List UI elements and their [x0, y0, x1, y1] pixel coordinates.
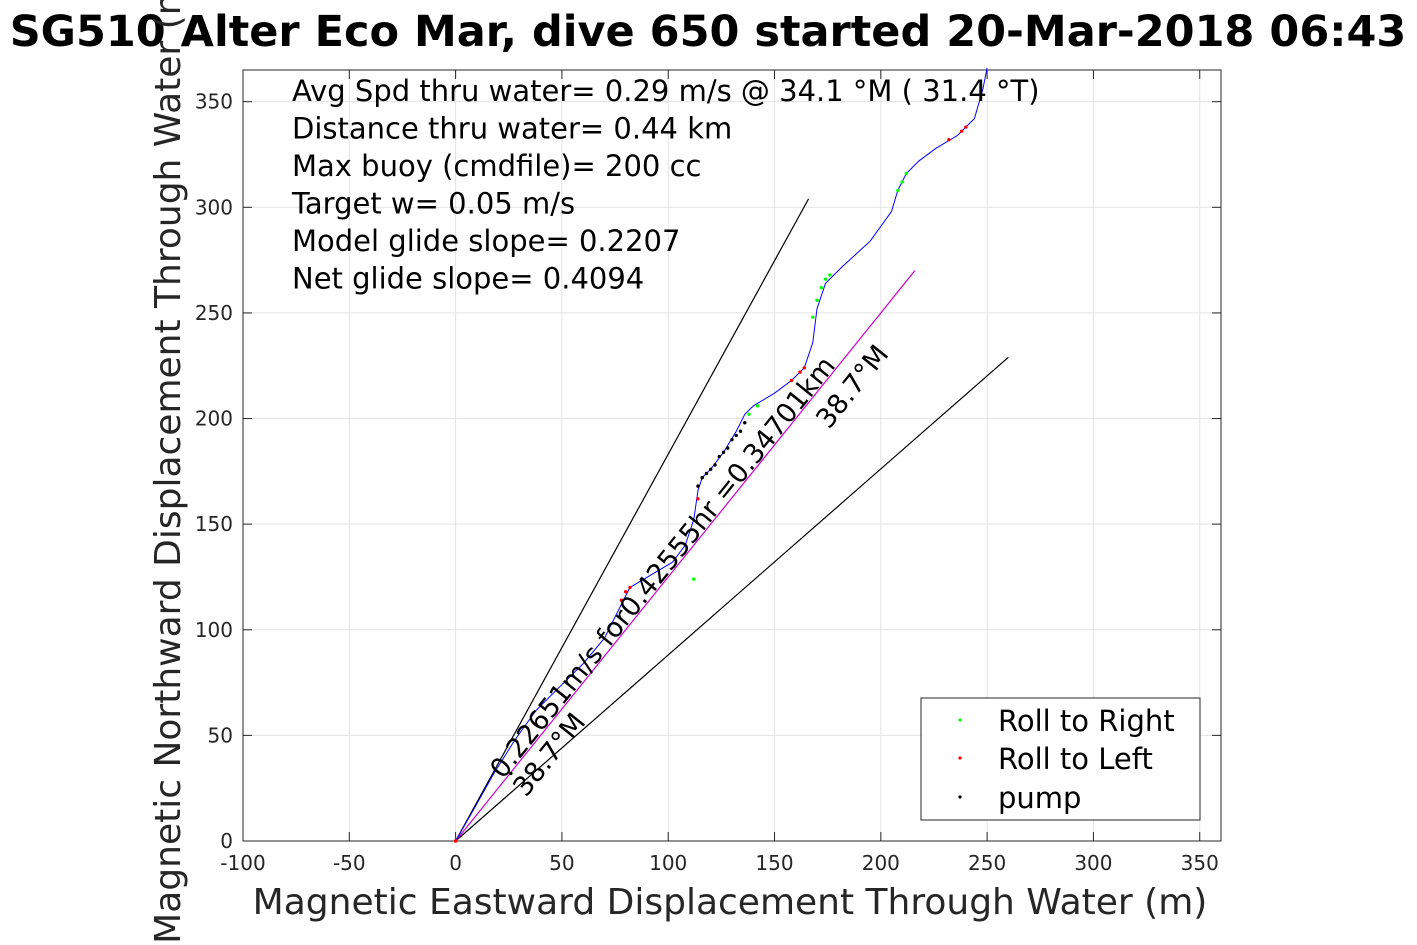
y-tick-label: 0 — [220, 829, 233, 853]
dive-info-line: Distance thru water= 0.44 km — [292, 112, 732, 146]
y-tick-label: 300 — [195, 195, 233, 219]
dive-info-line: Max buoy (cmdfile)= 200 cc — [292, 149, 701, 183]
roll-left-marker — [959, 129, 964, 133]
dive-info-line: Target w= 0.05 m/s — [291, 187, 575, 221]
y-tick-label: 100 — [195, 618, 233, 642]
y-tick-label: 350 — [195, 90, 233, 114]
pump-marker — [726, 446, 730, 450]
roll-right-marker — [900, 180, 904, 184]
pump-marker — [734, 433, 738, 438]
pump-marker — [700, 475, 704, 480]
x-tick-label: 300 — [1074, 851, 1112, 875]
x-tick-label: -50 — [333, 851, 366, 875]
x-tick-label: 350 — [1181, 851, 1219, 875]
roll-right-marker — [811, 315, 815, 319]
roll-left-marker — [453, 839, 458, 843]
roll-left-marker — [619, 598, 624, 602]
roll-left-marker — [798, 370, 802, 374]
roll-left-marker — [623, 590, 628, 594]
roll-right-marker — [904, 171, 909, 176]
roll-right-marker — [747, 412, 751, 417]
pump-marker — [696, 484, 700, 488]
y-tick-label: 200 — [195, 407, 233, 431]
legend-box — [920, 697, 1201, 821]
x-tick-label: 0 — [449, 851, 462, 875]
x-axis-label: Magnetic Eastward Displacement Through W… — [253, 882, 1208, 923]
legend-marker-pump — [958, 795, 962, 799]
roll-right-marker — [755, 404, 760, 408]
dive-info-line: Avg Spd thru water= 0.29 m/s @ 34.1 °M (… — [292, 74, 1040, 108]
legend-marker-roll-left — [958, 756, 962, 760]
left-bound-line — [455, 198, 810, 842]
pump-marker — [509, 771, 513, 776]
dive-info-line: Net glide slope= 0.4094 — [292, 262, 644, 296]
pump-marker — [709, 467, 713, 471]
roll-left-marker — [964, 125, 968, 129]
pump-marker — [721, 450, 726, 455]
x-tick-label: 150 — [755, 851, 793, 875]
roll-right-marker — [819, 285, 823, 290]
y-tick-label: 150 — [195, 512, 233, 536]
roll-left-marker — [947, 138, 951, 142]
roll-right-marker — [692, 577, 696, 581]
roll-left-marker — [802, 366, 806, 370]
x-tick-label: 200 — [862, 851, 900, 875]
x-tick-label: 250 — [968, 851, 1006, 875]
roll-right-marker — [896, 188, 900, 193]
glider-track-line — [455, 67, 988, 842]
roll-right-marker — [815, 298, 819, 302]
chart-title: SG510 Alter Eco Mar, dive 650 started 20… — [10, 7, 1407, 57]
right-bound-line — [455, 356, 1009, 842]
roll-left-marker — [696, 497, 700, 501]
legend-label-pump: pump — [998, 781, 1081, 815]
legend-label-roll-left: Roll to Left — [998, 742, 1153, 776]
x-tick-label: 100 — [649, 851, 687, 875]
pump-marker — [713, 463, 717, 467]
legend: Roll to Right Roll to Left pump — [920, 697, 1201, 821]
dive-info-line: Model glide slope= 0.2207 — [292, 224, 680, 258]
roll-right-marker — [823, 277, 828, 281]
y-tick-label: 50 — [208, 723, 233, 747]
x-tick-label: -100 — [220, 851, 265, 875]
pump-marker — [738, 429, 743, 433]
axis-ticks: -100 -50 0 50 100 150 200 250 300 350 0 50 100 150 200… — [195, 70, 1221, 875]
roll-right-marker — [828, 273, 832, 277]
pump-marker — [743, 421, 747, 425]
legend-label-roll-right: Roll to Right — [998, 704, 1175, 738]
reference-lines — [455, 198, 1009, 842]
legend-marker-roll-right — [958, 718, 962, 722]
roll-left-marker — [628, 585, 632, 590]
y-axis-label: Magnetic Northward Displacement Through … — [148, 0, 189, 944]
pump-marker — [704, 471, 709, 476]
x-tick-label: 50 — [549, 851, 574, 875]
roll-left-marker — [789, 378, 794, 383]
y-tick-label: 250 — [195, 301, 233, 325]
pump-marker — [717, 454, 721, 459]
track-markers — [453, 125, 968, 843]
dive-info-text: Avg Spd thru water= 0.29 m/s @ 34.1 °M (… — [291, 74, 1040, 296]
pump-marker — [730, 437, 734, 442]
course-line — [455, 270, 916, 842]
plot-frame — [242, 69, 1222, 842]
